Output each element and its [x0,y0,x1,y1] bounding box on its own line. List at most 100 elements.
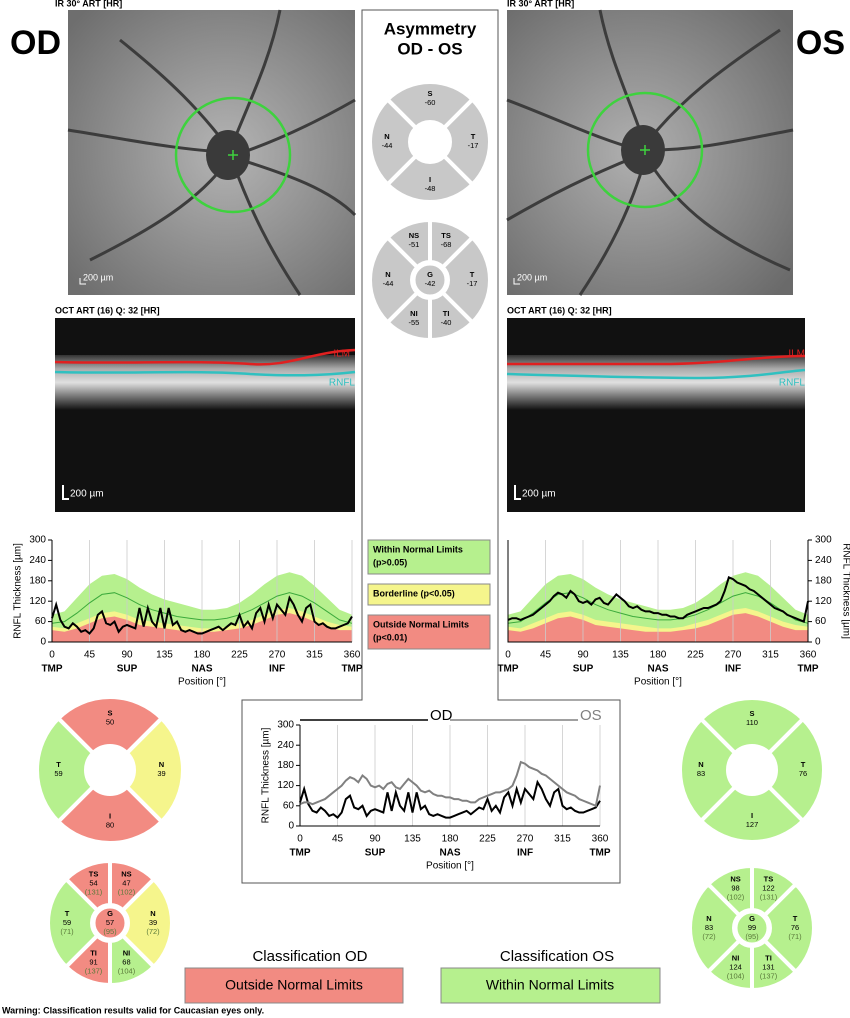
sector [368,234,421,326]
sector-label: TS [441,231,451,240]
sector-value: -55 [409,318,420,327]
sector-hole [86,746,134,794]
fundus-image [67,9,357,296]
thickness-line [507,576,809,623]
sector-label: N [384,132,389,141]
thickness-line [51,595,353,635]
sector-label: N [706,914,711,923]
oct-layer-label: ILM [333,349,350,360]
sector-value: -48 [425,184,436,193]
normal-mean-line [507,592,809,624]
sector-value: -60 [425,98,436,107]
sector [439,234,492,326]
x-region-label: TMP [797,664,818,675]
x-tick-label: 225 [687,650,704,661]
x-region-label: TMP [41,664,62,675]
sector-value: 110 [746,718,758,727]
sector-label: T [56,760,61,769]
warning: Warning: Classification results valid fo… [2,1005,264,1015]
thickness-line [299,760,601,808]
sector-value: -51 [409,240,420,249]
oct-layer-label: RNFL [329,378,356,389]
sector-value: 68 [122,958,130,967]
image-label: OCT ART (16) Q: 32 [HR] [507,305,612,315]
x-tick-label: 315 [306,650,323,661]
sector-label: TI [765,954,772,963]
sector-label: TS [89,869,99,878]
x-tick-label: 225 [479,834,496,845]
legend-label: OD [430,707,453,724]
scale-label: 200 µm [522,489,556,500]
sector-normal: (72) [702,932,716,941]
asymmetry-subtitle: OD - OS [397,39,462,58]
sector-value: -17 [467,279,478,288]
legend-swatch [367,583,491,606]
sector-value: 91 [89,958,97,967]
eye-label: OS [796,24,845,62]
x-tick-label: 90 [577,650,589,661]
y-tick-label: 180 [29,575,46,586]
y-tick-label: 300 [29,535,46,546]
y-tick-label: 180 [277,760,294,771]
scale-label: 200 µm [517,272,547,282]
x-region-label: NAS [191,664,212,675]
sector-value: 47 [122,878,130,887]
y-tick-label: 240 [29,555,46,566]
y-tick-label: 0 [815,637,821,648]
sector-label: T [801,760,806,769]
legend-swatch [367,539,491,575]
x-tick-label: 135 [612,650,629,661]
normal-mean-line [51,592,353,624]
sector-value: -40 [441,318,452,327]
sector-value: 57 [106,918,114,927]
eye-label: OD [10,24,61,62]
y-axis-title: RNFL Thickness [µm] [13,543,24,639]
sector-label: NI [123,949,131,958]
sector-normal: (72) [146,927,160,936]
legend-label: Borderline (p<0.05) [373,588,455,598]
image-label: IR 30° ART [HR] [55,0,122,8]
x-tick-label: 45 [84,650,96,661]
y-tick-label: 300 [277,720,294,731]
x-region-label: TMP [289,848,310,859]
sector-label: TI [443,309,450,318]
y-tick-label: 0 [288,821,294,832]
oct-layer-label: ILM [788,349,805,360]
sector-value: 76 [791,923,799,932]
sector-value: -44 [382,141,393,150]
sector-normal: (95) [103,927,117,936]
x-tick-label: 225 [231,650,248,661]
classification-box [440,967,661,1004]
sector-label: N [159,760,164,769]
classification-box [184,967,404,1004]
sector-value: 99 [748,923,756,932]
x-tick-label: 0 [505,650,511,661]
sector-value: 59 [54,769,62,778]
scale-label: 200 µm [83,272,113,282]
sector [46,876,101,970]
sector [108,858,157,914]
x-region-label: TMP [497,664,518,675]
legend-label: (p>0.05) [373,557,407,567]
sector-normal: (104) [118,967,136,976]
x-tick-label: 315 [554,834,571,845]
x-tick-label: 360 [800,650,817,661]
x-region-label: TMP [589,848,610,859]
sector-value: 98 [731,883,739,892]
x-tick-label: 270 [517,834,534,845]
legend-label: (p<0.01) [373,632,407,642]
sector-value: 83 [705,923,713,932]
x-tick-label: 90 [369,834,381,845]
x-region-label: INF [517,848,533,859]
sector-label: NS [730,874,740,883]
sector-label: I [429,175,431,184]
classification-result: Within Normal Limits [486,977,614,993]
sector-label: NI [410,309,418,318]
sector-normal: (102) [727,892,745,901]
x-axis-title: Position [°] [426,861,474,872]
x-tick-label: 0 [49,650,55,661]
x-tick-label: 180 [194,650,211,661]
y-tick-label: 120 [29,596,46,607]
sector-normal: (131) [85,887,103,896]
x-region-label: INF [269,664,285,675]
